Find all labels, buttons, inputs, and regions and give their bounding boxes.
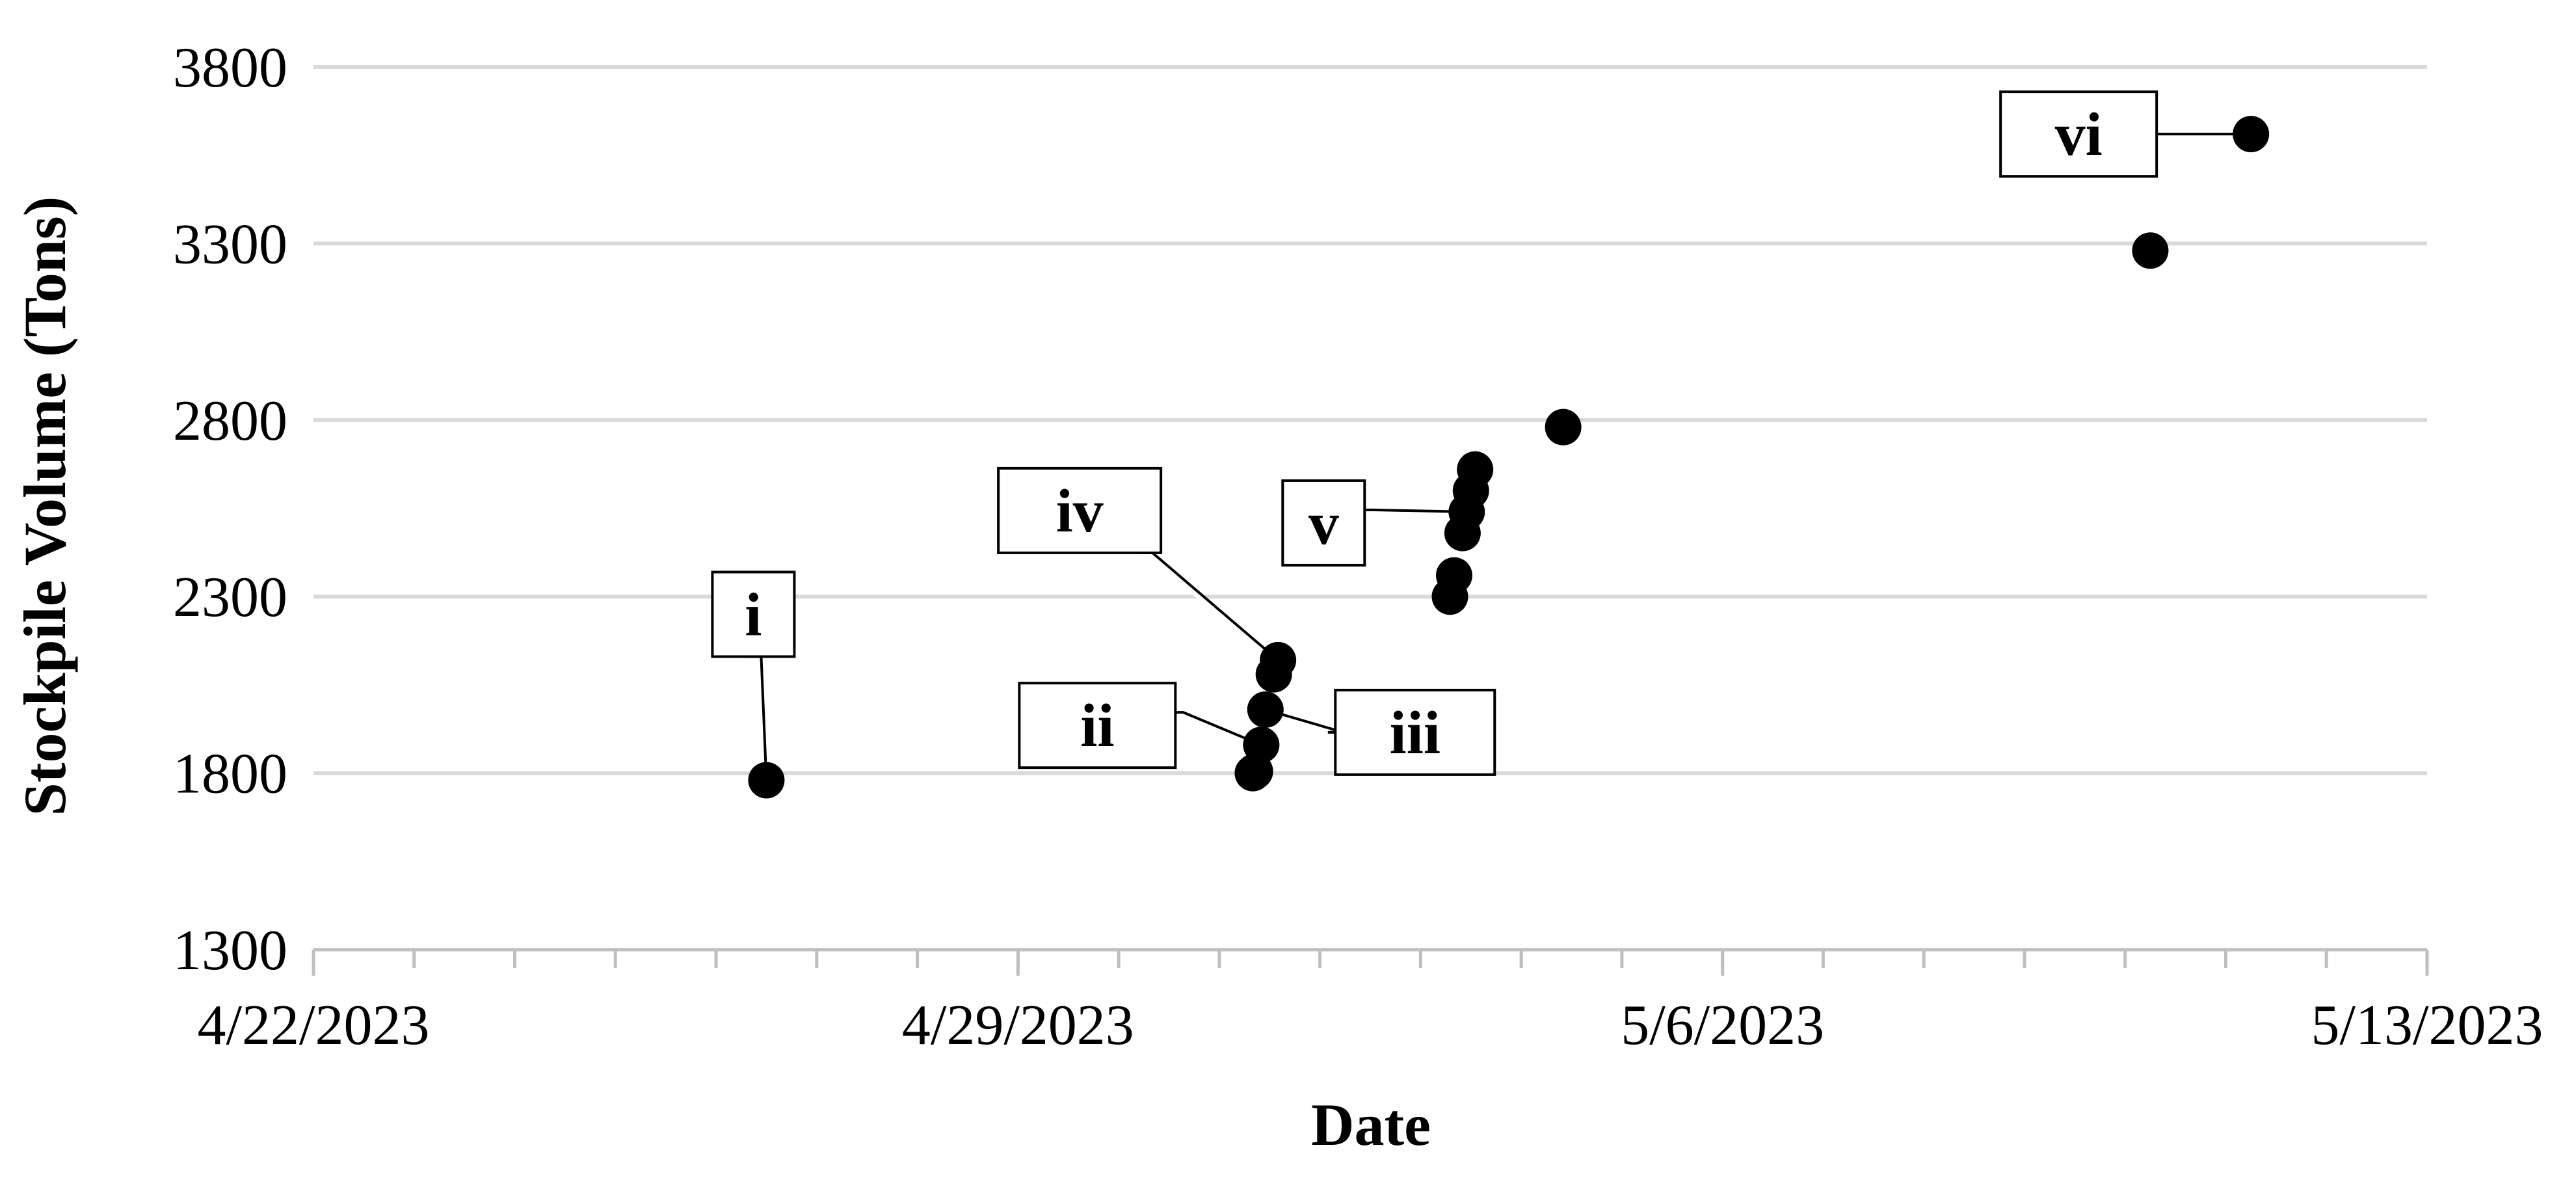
x-tick-labels: 4/22/2023 4/29/2023 5/6/2023 5/13/2023 [198,994,2543,1057]
y-tick-label: 3800 [173,36,287,100]
x-tick-label: 4/29/2023 [902,994,1134,1057]
y-tick-label: 1800 [173,743,287,806]
callout-box: iii [1334,688,1496,776]
callout-box: i [711,570,796,658]
callout-leader-line [745,655,768,781]
x-axis-title: Date [1311,1091,1431,1158]
callout-box: ii [1018,682,1177,770]
callout-label: vi [2055,101,2103,168]
callout-frame [1018,682,1177,770]
x-tick-label: 5/6/2023 [1621,994,1824,1057]
callout-label: iv [1056,477,1104,545]
callout-leader-line [1137,551,1279,662]
data-point [2132,232,2169,269]
callout-frame [1281,479,1366,567]
callout-frame [1999,90,2158,178]
data-point [1457,451,1494,488]
data-point [1545,408,1582,446]
data-point [1243,727,1280,764]
y-tick-label: 2800 [173,390,287,453]
y-tick-label: 1300 [173,919,287,982]
x-tick-label: 4/22/2023 [198,994,430,1057]
callout-frame [1334,688,1496,776]
axes [312,948,2429,976]
callout-label: i [745,581,762,649]
callout-label: ii [1080,692,1114,760]
y-axis-title: Stockpile Volume (Tons) [12,196,78,816]
callout-frame [711,570,796,658]
callout-label: v [1308,490,1339,557]
data-point [1435,557,1472,594]
callout-label: iii [1390,699,1441,767]
data-point [1247,691,1284,728]
callout-box: v [1281,479,1366,567]
data-point [748,762,785,799]
x-tick-label: 5/13/2023 [2311,994,2543,1057]
data-point [1260,641,1297,678]
data-points [748,116,2270,799]
gridlines [313,65,2427,775]
callout-box: iv [997,466,1163,554]
callout-frame [997,466,1163,554]
callout-box: vi [1999,90,2158,178]
data-point [2233,116,2270,153]
callout-leaders [745,133,2251,781]
y-tick-label: 2300 [173,566,287,629]
y-tick-label: 3300 [173,213,287,276]
y-tick-labels: 1300 1800 2300 2800 3300 3800 [173,36,287,982]
